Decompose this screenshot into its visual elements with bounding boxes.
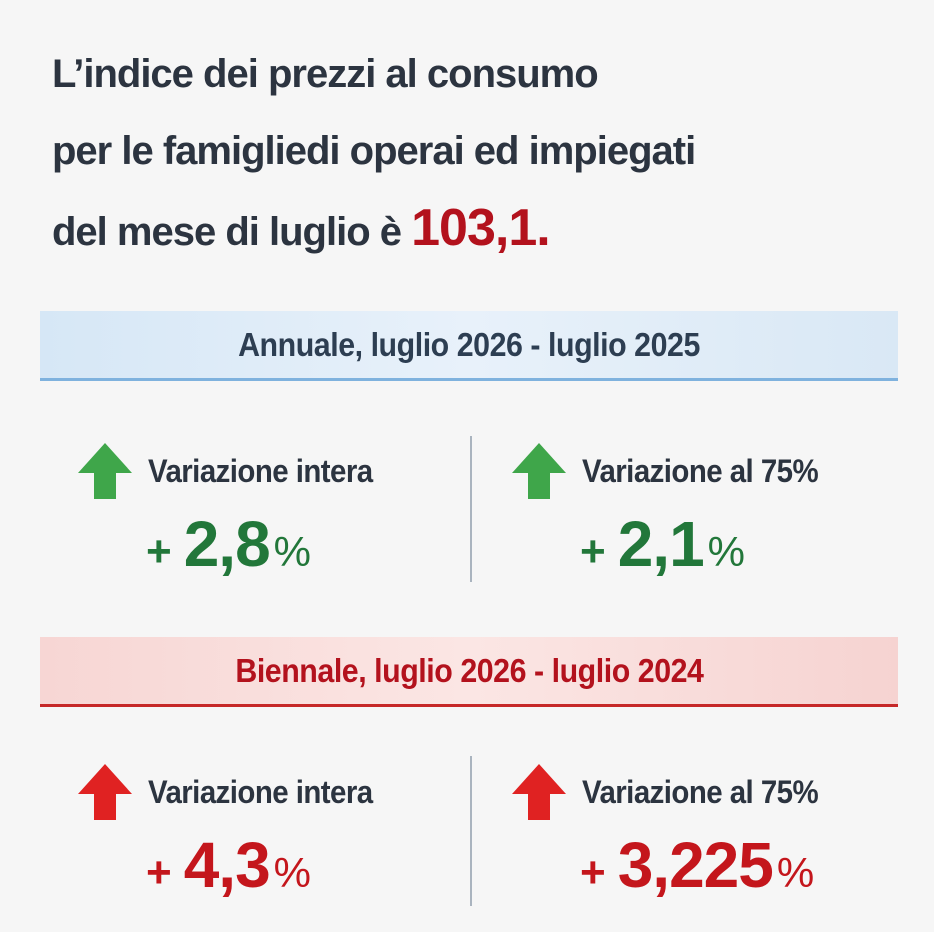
annual-divider	[470, 436, 472, 582]
biennial-stat-full: Variazione intera + 4,3 %	[76, 762, 476, 912]
headline-line-1: L’indice dei prezzi al consumo	[52, 52, 599, 96]
headline: L’indice dei prezzi al consumo per le fa…	[52, 36, 912, 271]
annual-stat-75: Variazione al 75% + 2,1 %	[510, 441, 910, 591]
stat-value: 2,1	[617, 508, 705, 580]
headline-line-2: per le famigliedi operai ed impiegati	[52, 129, 696, 173]
annual-stat-full: Variazione intera + 2,8 %	[76, 441, 476, 591]
stat-label: Variazione intera	[148, 452, 373, 489]
stat-sign: +	[580, 848, 606, 897]
index-value: 103,1.	[411, 199, 551, 257]
stat-unit: %	[273, 528, 312, 575]
biennial-section-title: Biennale, luglio 2026 - luglio 2024	[40, 637, 898, 707]
biennial-divider	[470, 756, 472, 906]
arrow-up-icon	[512, 764, 566, 820]
stat-unit: %	[707, 528, 746, 575]
headline-line-3: del mese di luglio è 103,1.	[52, 190, 912, 271]
stat-unit: %	[273, 849, 312, 896]
annual-title-text: Annuale, luglio 2026 - luglio 2025	[238, 325, 700, 363]
arrow-up-icon	[78, 443, 132, 499]
biennial-stat-75: Variazione al 75% + 3,225 %	[510, 762, 910, 912]
stat-value: 3,225	[617, 829, 774, 901]
stat-value: 4,3	[183, 829, 271, 901]
stat-sign: +	[146, 527, 172, 576]
stat-label: Variazione al 75%	[582, 452, 819, 489]
biennial-title-text: Biennale, luglio 2026 - luglio 2024	[234, 651, 704, 689]
stat-label: Variazione intera	[148, 773, 373, 810]
annual-section-title: Annuale, luglio 2026 - luglio 2025	[40, 311, 898, 381]
stat-unit: %	[776, 849, 815, 896]
stat-label: Variazione al 75%	[582, 773, 819, 810]
stat-sign: +	[146, 848, 172, 897]
arrow-up-icon	[78, 764, 132, 820]
arrow-up-icon	[512, 443, 566, 499]
headline-line-3-text: del mese di luglio è	[52, 210, 412, 254]
stat-value: 2,8	[183, 508, 271, 580]
stat-sign: +	[580, 527, 606, 576]
